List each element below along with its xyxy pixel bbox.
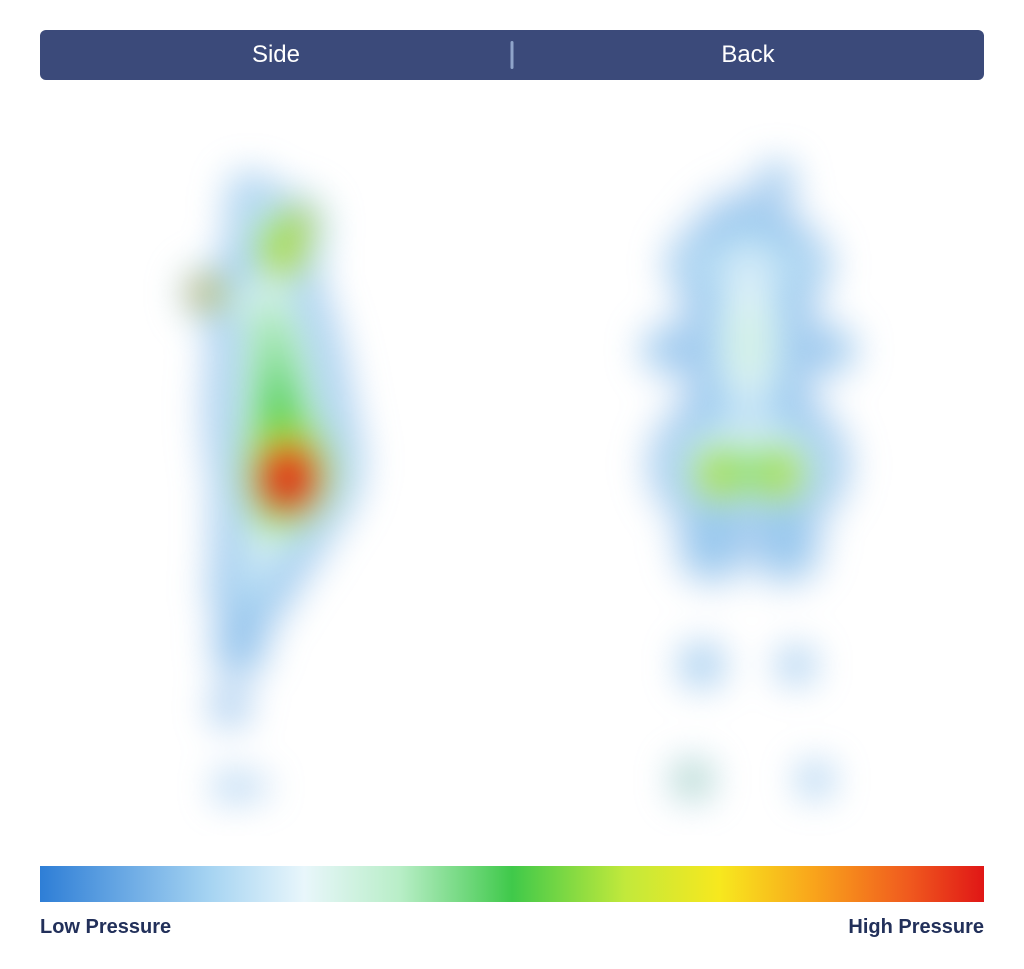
legend: Low Pressure High Pressure — [40, 866, 984, 939]
heatmap-area — [40, 120, 984, 836]
view-tab-bar: Side Back — [40, 30, 984, 80]
pressure-map-container: Side Back Low Pressure High Pressure — [0, 0, 1024, 969]
tab-side-label: Side — [252, 41, 300, 69]
tab-divider — [511, 41, 514, 69]
legend-high-label: High Pressure — [848, 916, 984, 939]
heatmap-panel-back — [512, 120, 984, 836]
tab-back-label: Back — [721, 41, 774, 69]
legend-labels: Low Pressure High Pressure — [40, 916, 984, 939]
tab-side[interactable]: Side — [40, 30, 512, 80]
legend-gradient-bar — [40, 866, 984, 902]
legend-low-label: Low Pressure — [40, 916, 171, 939]
heatmap-canvas-side — [40, 120, 512, 836]
heatmap-panel-side — [40, 120, 512, 836]
tab-back[interactable]: Back — [512, 30, 984, 80]
heatmap-canvas-back — [512, 120, 984, 836]
